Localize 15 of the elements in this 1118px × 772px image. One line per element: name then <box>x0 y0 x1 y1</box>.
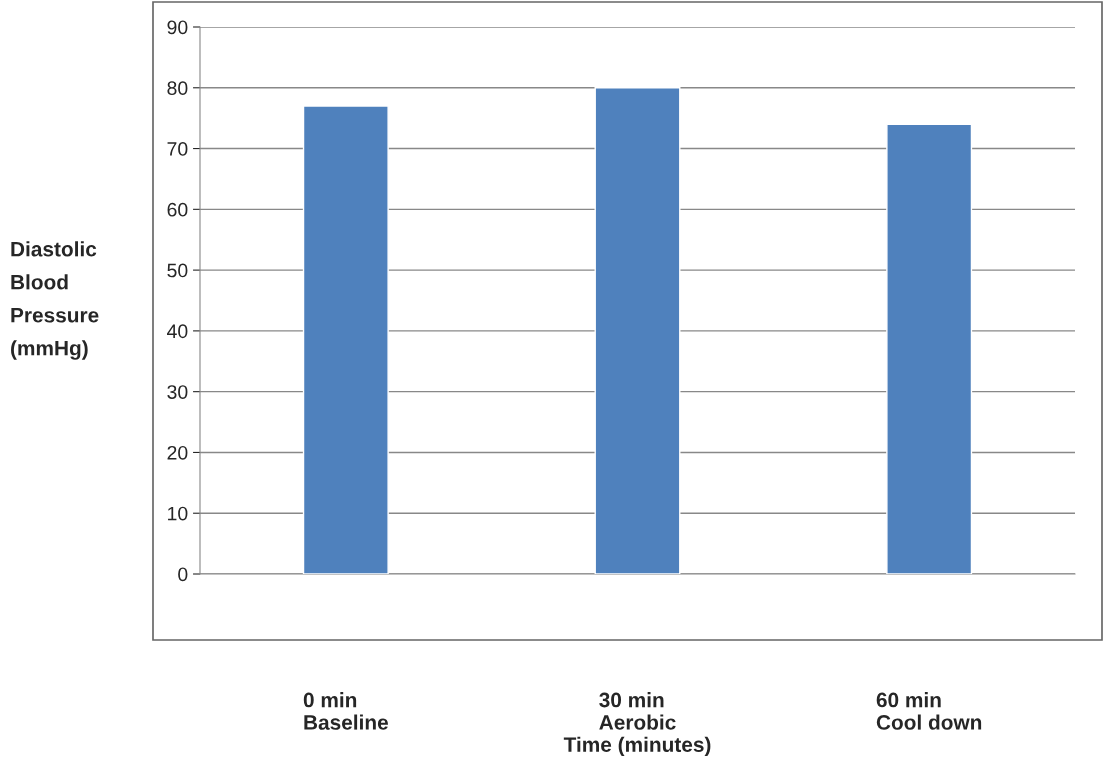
y-tick-label: 90 <box>167 20 188 35</box>
x-tick-label: 30 min Aerobic <box>599 692 676 730</box>
y-tick-label: 30 <box>167 385 188 399</box>
y-tick-label: 70 <box>167 142 188 156</box>
y-tick-label: 40 <box>167 324 188 339</box>
y-tick-label: 50 <box>167 263 188 278</box>
x-tick-label: 60 min Cool down <box>876 692 982 730</box>
x-tick-label: 0 min Baseline <box>303 692 388 730</box>
y-tick-label: 10 <box>168 506 188 521</box>
y-tick-label: 60 <box>167 202 188 217</box>
x-axis-title: Time (minutes) <box>563 736 711 757</box>
y-tick-label: 0 <box>178 567 188 582</box>
y-tick-label: 20 <box>167 445 188 460</box>
y-axis-title: Diastolic Blood Pressure (mmHg) <box>11 241 99 360</box>
y-tick-label: 80 <box>167 81 188 96</box>
